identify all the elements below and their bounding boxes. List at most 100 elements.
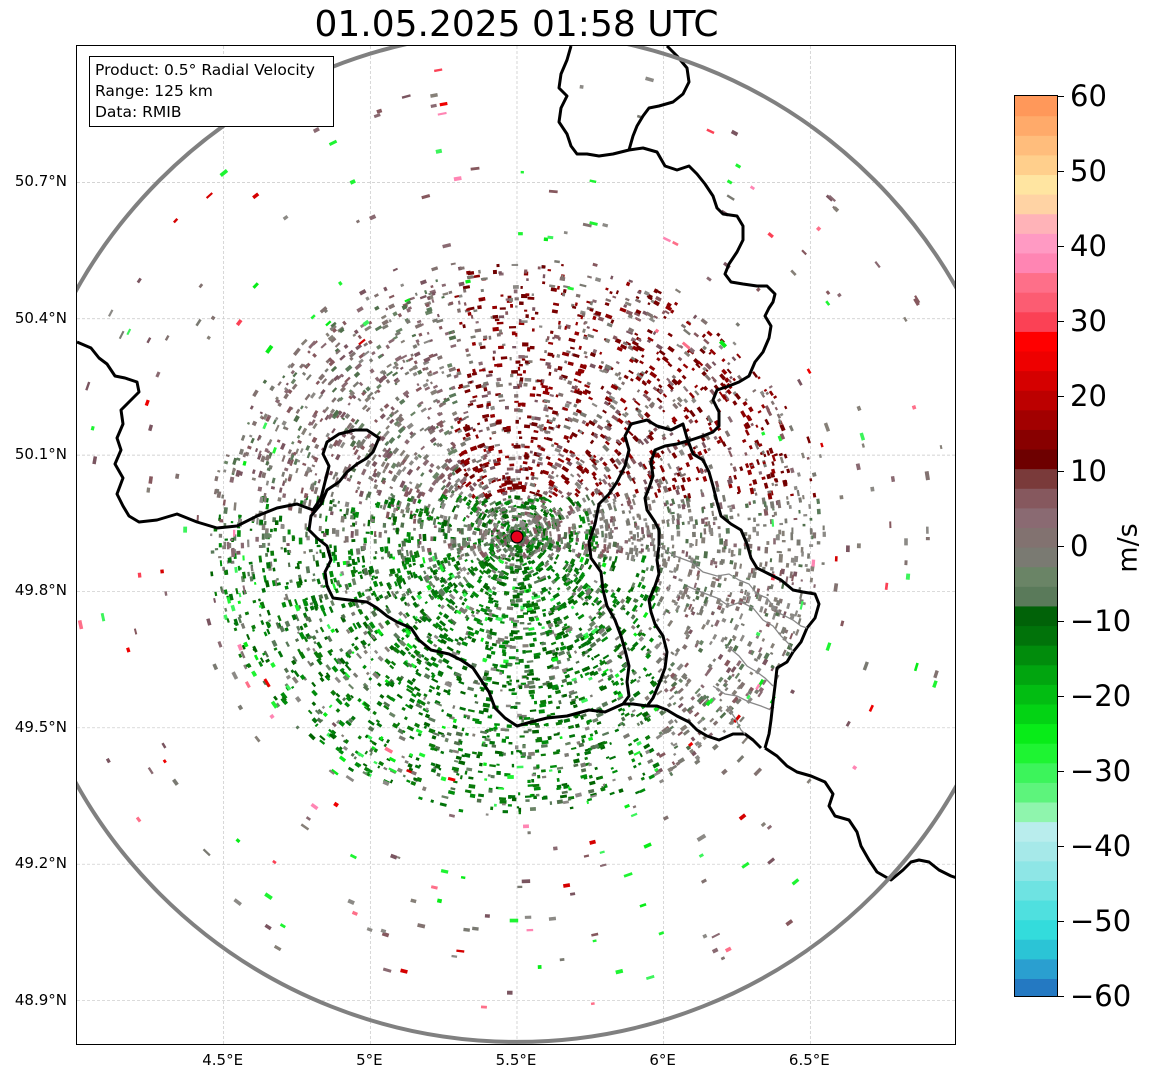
colorbar-tick-label: −50	[1070, 904, 1132, 938]
range-ring-circle	[77, 46, 955, 1044]
x-tick-label: 5°E	[356, 1051, 383, 1069]
colorbar-segment	[1015, 448, 1057, 470]
y-tick-label: 48.9°N	[14, 990, 67, 1009]
colorbar-segment	[1015, 899, 1057, 921]
colorbar-tick-mark	[1057, 246, 1064, 247]
colorbar-segment	[1015, 272, 1057, 293]
province-border	[726, 705, 746, 735]
colorbar-segment	[1015, 801, 1057, 823]
colorbar-tick-label: −20	[1070, 679, 1132, 713]
colorbar-segment	[1015, 213, 1057, 234]
colorbar-segment	[1015, 782, 1057, 803]
colorbar-label: m/s	[1112, 523, 1144, 573]
colorbar-segment	[1015, 939, 1057, 960]
colorbar-segment	[1015, 978, 1057, 996]
colorbar-segment	[1015, 488, 1057, 509]
colorbar-segment	[1015, 605, 1057, 627]
colorbar-segment	[1015, 684, 1057, 705]
radar-map-panel[interactable]	[76, 45, 956, 1045]
colorbar-segment	[1015, 723, 1057, 744]
country-border	[557, 46, 777, 707]
colorbar-segment	[1015, 821, 1057, 842]
colorbar-segment	[1015, 547, 1057, 568]
colorbar-segment	[1015, 527, 1057, 548]
colorbar-segment	[1015, 645, 1057, 666]
colorbar-segment	[1015, 880, 1057, 901]
colorbar-segment	[1015, 252, 1057, 274]
country-border	[627, 46, 691, 151]
colorbar-tick-mark	[1057, 396, 1064, 397]
colorbar-segment	[1015, 292, 1057, 313]
colorbar-segment	[1015, 958, 1057, 979]
colorbar-tick-mark	[1057, 771, 1064, 772]
info-box: Product: 0.5° Radial Velocity Range: 125…	[89, 56, 334, 127]
colorbar-segment	[1015, 331, 1057, 352]
province-border	[712, 685, 772, 711]
colorbar-tick-label: 40	[1070, 229, 1107, 263]
colorbar-tick-mark	[1057, 921, 1064, 922]
range-label: Range: 125 km	[95, 82, 213, 100]
colorbar	[1014, 95, 1058, 997]
radar-map-canvas[interactable]	[77, 46, 956, 1045]
y-tick-label: 49.5°N	[14, 717, 67, 736]
y-tick-label: 50.1°N	[14, 445, 67, 464]
colorbar-segment	[1015, 409, 1057, 430]
colorbar-tick-mark	[1057, 471, 1064, 472]
colorbar-segment	[1015, 154, 1057, 176]
colorbar-segment	[1015, 96, 1057, 117]
y-tick-label: 49.8°N	[14, 581, 67, 600]
colorbar-segment	[1015, 370, 1057, 391]
province-border	[686, 585, 794, 653]
radar-site-dot	[510, 530, 524, 544]
colorbar-segment	[1015, 429, 1057, 450]
colorbar-segment	[1015, 350, 1057, 372]
radar-site-marker	[510, 530, 524, 544]
range-ring	[77, 46, 955, 1044]
colorbar-tick-mark	[1057, 171, 1064, 172]
colorbar-tick-label: −60	[1070, 979, 1132, 1013]
velocity-echoes	[77, 68, 943, 1009]
colorbar-tick-mark	[1057, 621, 1064, 622]
y-tick-label: 50.7°N	[14, 172, 67, 191]
colorbar-segment	[1015, 115, 1057, 136]
colorbar-segment	[1015, 468, 1057, 489]
x-tick-label: 6°E	[649, 1051, 676, 1069]
colorbar-segment	[1015, 625, 1057, 646]
colorbar-segment	[1015, 194, 1057, 215]
province-border	[726, 645, 774, 687]
colorbar-tick-label: 30	[1070, 304, 1107, 338]
x-tick-label: 4.5°E	[202, 1051, 244, 1069]
y-tick-label: 49.2°N	[14, 854, 67, 873]
colorbar-segment	[1015, 841, 1057, 862]
province-border	[658, 545, 808, 629]
colorbar-tick-label: 0	[1070, 529, 1089, 563]
colorbar-segment	[1015, 233, 1057, 254]
colorbar-segment	[1015, 743, 1057, 764]
map-title: 01.05.2025 01:58 UTC	[314, 4, 719, 45]
country-borders	[77, 46, 955, 882]
colorbar-segment	[1015, 390, 1057, 411]
country-border	[77, 340, 821, 749]
country-border	[764, 746, 955, 882]
x-tick-label: 6.5°E	[788, 1051, 830, 1069]
x-tick-label: 5.5°E	[495, 1051, 537, 1069]
colorbar-segment	[1015, 664, 1057, 685]
colorbar-segment	[1015, 311, 1057, 332]
colorbar-tick-label: −30	[1070, 754, 1132, 788]
colorbar-segment	[1015, 860, 1057, 881]
colorbar-tick-label: 60	[1070, 79, 1107, 113]
colorbar-segment	[1015, 703, 1057, 725]
colorbar-tick-label: −10	[1070, 604, 1132, 638]
colorbar-tick-label: 20	[1070, 379, 1107, 413]
colorbar-tick-label: −40	[1070, 829, 1132, 863]
colorbar-tick-mark	[1057, 321, 1064, 322]
colorbar-segment	[1015, 919, 1057, 940]
colorbar-tick-mark	[1057, 696, 1064, 697]
colorbar-segment	[1015, 586, 1057, 607]
colorbar-segment	[1015, 507, 1057, 528]
colorbar-segment	[1015, 135, 1057, 156]
colorbar-tick-mark	[1057, 96, 1064, 97]
colorbar-segment	[1015, 566, 1057, 587]
y-tick-label: 50.4°N	[14, 308, 67, 327]
colorbar-tick-mark	[1057, 996, 1064, 997]
